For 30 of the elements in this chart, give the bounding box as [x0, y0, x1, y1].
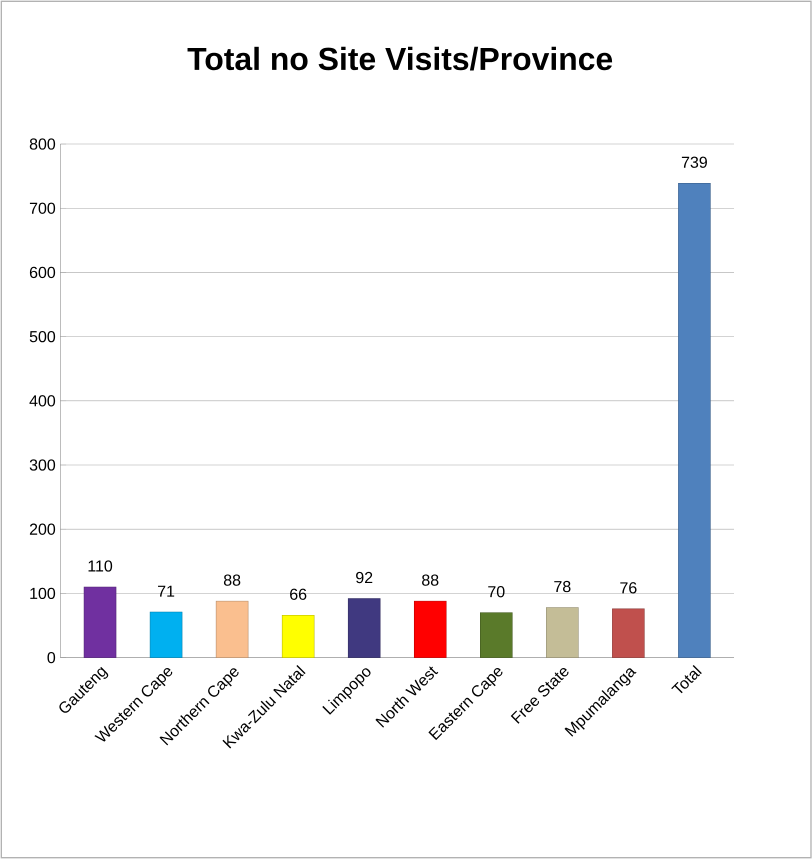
y-tick-label: 800 [30, 138, 55, 150]
bar [84, 586, 116, 658]
bar [414, 600, 446, 658]
data-label: 739 [682, 156, 707, 168]
data-label: 71 [158, 586, 174, 597]
bar [150, 612, 182, 658]
bar [282, 614, 314, 658]
bar [678, 182, 711, 658]
chart-title: Total no Site Visits/Province [187, 46, 612, 71]
y-tick-label: 400 [29, 395, 55, 406]
data-label: 66 [290, 588, 306, 600]
data-label: 76 [620, 582, 636, 594]
y-tick-label: 600 [30, 266, 55, 278]
y-tick-label: 500 [30, 330, 55, 342]
y-tick-label: 700 [30, 202, 55, 214]
y-tick-label: 300 [30, 459, 55, 471]
bar [216, 600, 248, 658]
y-tick-label: 200 [30, 524, 55, 535]
data-label: 92 [356, 572, 372, 584]
data-label: 78 [554, 580, 570, 592]
y-tick-label: 0 [47, 652, 55, 664]
bar [546, 607, 578, 658]
data-label: 70 [488, 586, 504, 598]
bar [480, 612, 512, 658]
data-label: 110 [88, 560, 112, 572]
bar [612, 608, 644, 658]
data-label: 88 [422, 574, 438, 586]
data-label: 88 [224, 574, 240, 586]
y-tick-label: 100 [30, 588, 55, 600]
bar [348, 598, 380, 658]
